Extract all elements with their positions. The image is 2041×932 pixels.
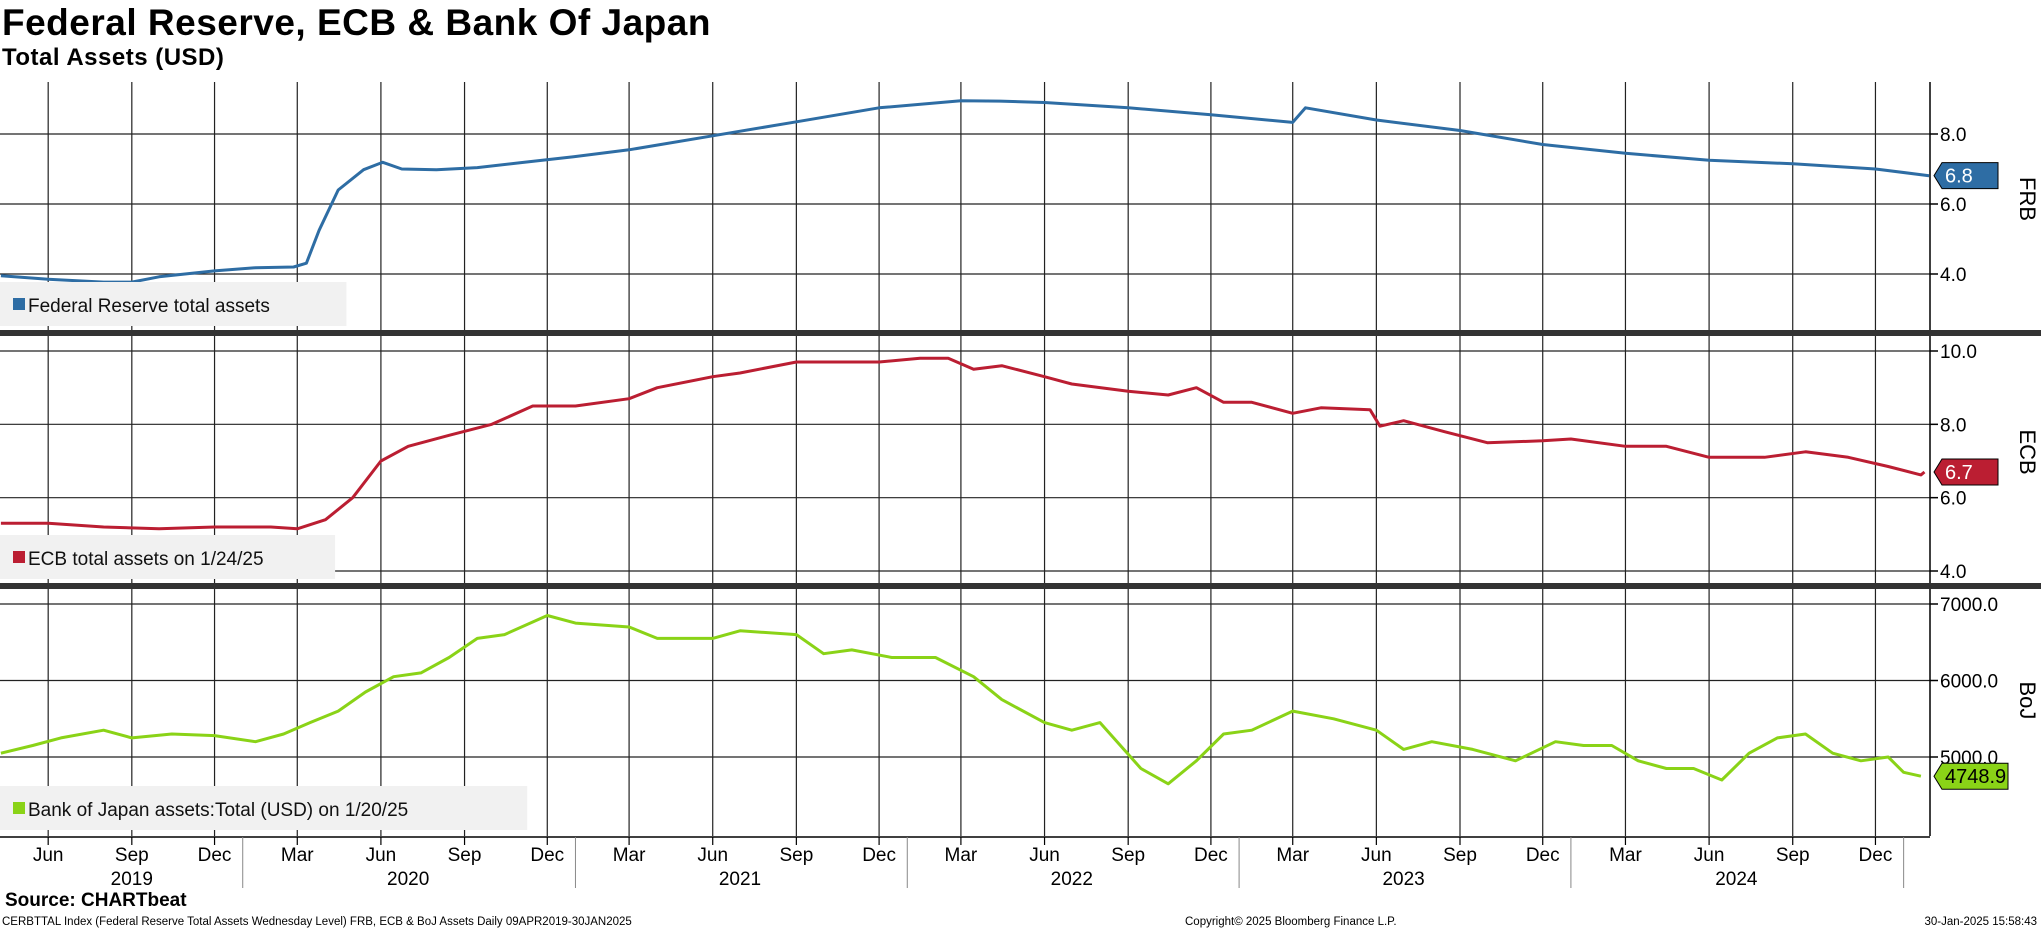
- last-value-label-0: 6.8: [1945, 166, 1973, 188]
- legend-label-0: Federal Reserve total assets: [28, 296, 270, 317]
- legend-label-2: Bank of Japan assets:Total (USD) on 1/20…: [28, 800, 408, 821]
- ytick-label-1-3: 10.0: [1940, 342, 1977, 363]
- panel-separator-1: [0, 583, 2041, 589]
- xtick-label-4: Jun: [366, 845, 397, 866]
- ytick-label-0-0: 4.0: [1940, 265, 1966, 286]
- last-value-tag-1: [1933, 458, 1999, 486]
- chart-title: Federal Reserve, ECB & Bank Of Japan: [2, 2, 711, 43]
- xtick-label-10: Dec: [862, 845, 896, 866]
- xtick-label-5: Sep: [448, 845, 482, 866]
- series-line-1: [0, 356, 1926, 531]
- legend-box-0: [0, 282, 347, 326]
- legend-swatch-2: [13, 802, 25, 814]
- axis-title-0: FRB: [2015, 177, 2040, 221]
- xtick-label-9: Sep: [779, 845, 813, 866]
- xtick-label-7: Mar: [613, 845, 646, 866]
- xtick-label-19: Mar: [1609, 845, 1642, 866]
- legend-swatch-1: [13, 551, 25, 563]
- source-label: Source: CHARTbeat: [5, 890, 187, 911]
- ytick-label-1-0: 4.0: [1940, 562, 1966, 583]
- year-label-4: 2023: [1382, 869, 1424, 890]
- axis-title-1: ECB: [2015, 430, 2040, 475]
- legend-box-1: [0, 535, 336, 579]
- xtick-label-15: Mar: [1276, 845, 1309, 866]
- xtick-label-22: Dec: [1859, 845, 1893, 866]
- series-line-2: [0, 614, 1922, 786]
- axis-title-2: BoJ: [2015, 682, 2040, 720]
- panel-separator-0: [0, 330, 2041, 336]
- year-label-1: 2020: [387, 869, 429, 890]
- footer-index-info: CERBTTAL Index (Federal Reserve Total As…: [2, 916, 632, 928]
- xtick-label-0: Jun: [33, 845, 64, 866]
- xtick-label-17: Sep: [1443, 845, 1477, 866]
- legend-label-1: ECB total assets on 1/24/25: [28, 549, 264, 570]
- last-value-label-2: 4748.9: [1945, 766, 2006, 788]
- ytick-label-0-2: 8.0: [1940, 125, 1966, 146]
- year-label-3: 2022: [1051, 869, 1093, 890]
- chart-subtitle: Total Assets (USD): [2, 44, 225, 71]
- year-label-0: 2019: [111, 869, 153, 890]
- footer-copyright: Copyright© 2025 Bloomberg Finance L.P.: [1185, 916, 1397, 928]
- ytick-label-2-2: 7000.0: [1940, 595, 1998, 616]
- legend-box-2: [0, 786, 528, 830]
- year-label-2: 2021: [719, 869, 761, 890]
- series-line-0: [0, 99, 1930, 284]
- last-value-tag-2: [1933, 762, 2009, 790]
- xtick-label-21: Sep: [1776, 845, 1810, 866]
- xtick-label-11: Mar: [945, 845, 978, 866]
- xtick-label-1: Sep: [115, 845, 149, 866]
- ytick-label-2-1: 6000.0: [1940, 672, 1998, 693]
- xtick-label-2: Dec: [198, 845, 232, 866]
- last-value-tag-0: [1933, 162, 1999, 190]
- last-value-label-1: 6.7: [1945, 462, 1973, 484]
- xtick-label-14: Dec: [1194, 845, 1228, 866]
- footer-timestamp: 30-Jan-2025 15:58:43: [1924, 916, 2037, 928]
- xtick-label-18: Dec: [1526, 845, 1560, 866]
- legend-swatch-0: [13, 298, 25, 310]
- ytick-label-0-1: 6.0: [1940, 195, 1966, 216]
- xtick-label-6: Dec: [530, 845, 564, 866]
- xtick-label-8: Jun: [697, 845, 728, 866]
- year-label-5: 2024: [1715, 869, 1758, 890]
- xtick-label-12: Jun: [1029, 845, 1060, 866]
- xtick-label-16: Jun: [1361, 845, 1392, 866]
- xtick-label-20: Jun: [1694, 845, 1725, 866]
- xtick-label-13: Sep: [1111, 845, 1145, 866]
- ytick-label-1-2: 8.0: [1940, 415, 1966, 436]
- xtick-label-3: Mar: [281, 845, 314, 866]
- ytick-label-1-1: 6.0: [1940, 489, 1966, 510]
